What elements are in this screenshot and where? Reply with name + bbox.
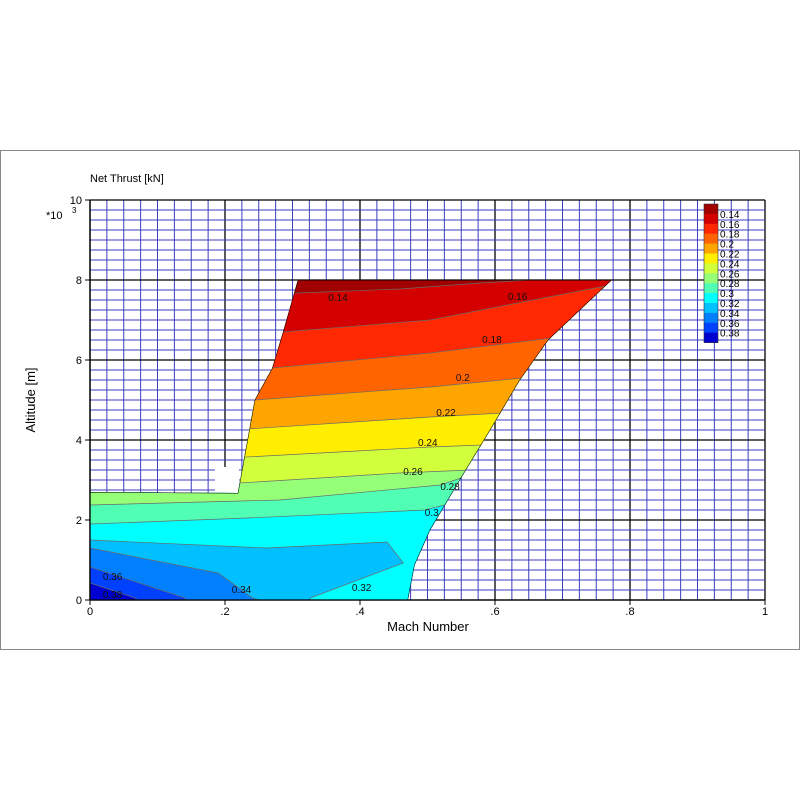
contour-label: 0.16	[508, 292, 528, 303]
legend-label: 0.32	[720, 299, 740, 310]
contour-line	[90, 566, 186, 600]
legend-swatch	[704, 312, 718, 324]
y-tick-label: 2	[76, 515, 82, 527]
legend-label: 0.16	[720, 220, 740, 231]
legend-swatch	[704, 322, 718, 333]
legend-border	[703, 203, 719, 343]
contour-label: 0.2	[456, 373, 470, 384]
contour-label: 0.32	[352, 583, 372, 594]
legend-label: 0.18	[720, 230, 740, 241]
y-axis-label: Altitude [m]	[23, 367, 38, 432]
contour-line	[90, 582, 138, 600]
x-tick-label: .2	[220, 606, 229, 618]
contour-label: 0.22	[436, 408, 456, 419]
legend-swatch	[704, 204, 718, 215]
legend-swatch	[704, 332, 718, 343]
legend-label: 0.2	[720, 240, 734, 251]
legend-label: 0.26	[720, 269, 740, 280]
x-axis-label: Mach Number	[387, 619, 469, 634]
x-tick-label: .4	[355, 606, 364, 618]
legend-swatch	[704, 293, 718, 304]
contour-line	[90, 539, 404, 600]
contour-band	[90, 280, 612, 334]
legend-label: 0.24	[720, 259, 740, 270]
legend-swatch	[704, 233, 718, 244]
legend-label: 0.14	[720, 210, 740, 221]
legend-swatch	[704, 263, 718, 274]
contour-line	[90, 547, 259, 600]
contour-label: 0.18	[482, 335, 502, 346]
contour-label: 0.26	[403, 467, 423, 478]
legend-swatch	[704, 303, 718, 314]
contour-label: 0.3	[425, 508, 439, 519]
y-multiplier-exponent: 3	[72, 206, 77, 215]
contour-band	[90, 280, 612, 370]
chart-title: Net Thrust [kN]	[90, 173, 164, 185]
legend-swatch	[704, 223, 718, 234]
legend-swatch	[704, 243, 718, 254]
legend-label: 0.38	[720, 329, 740, 340]
y-tick-label: 0	[76, 595, 82, 607]
legend-swatch	[704, 213, 718, 225]
x-tick-label: 0	[87, 606, 93, 618]
x-tick-label: .6	[490, 606, 499, 618]
legend-label: 0.36	[720, 319, 740, 330]
contour-label: 0.34	[232, 585, 252, 596]
y-tick-label: 4	[76, 435, 82, 447]
legend-label: 0.34	[720, 309, 740, 320]
contour-label: 0.14	[328, 293, 348, 304]
legend-label: 0.28	[720, 279, 740, 290]
blank-region	[215, 467, 239, 493]
y-tick-label: 10	[70, 195, 82, 207]
y-tick-label: 8	[76, 275, 82, 287]
legend-swatch	[704, 253, 718, 264]
contour-label: 0.28	[440, 482, 460, 493]
legend-label: 0.22	[720, 250, 740, 261]
contour-label: 0.36	[103, 572, 123, 583]
legend-swatch	[704, 273, 718, 284]
legend-swatch	[704, 283, 718, 294]
x-tick-label: .8	[625, 606, 634, 618]
contour-label: 0.38	[103, 590, 123, 601]
contour-label: 0.24	[418, 438, 438, 449]
y-tick-label: 6	[76, 355, 82, 367]
legend-label: 0.3	[720, 289, 734, 300]
x-tick-label: 1	[762, 606, 768, 618]
y-multiplier: *10	[46, 210, 63, 222]
